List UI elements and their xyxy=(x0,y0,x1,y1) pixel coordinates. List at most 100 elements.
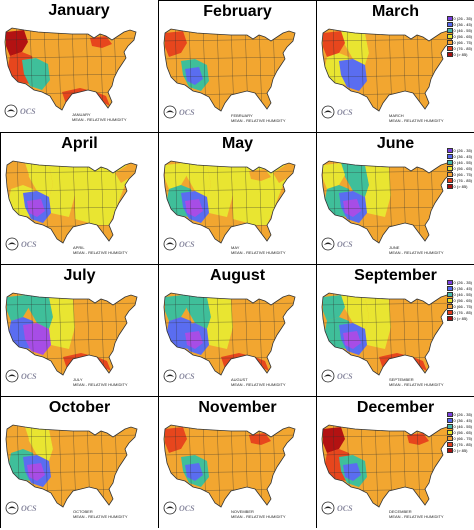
map-panel-november: November OCS NOVEMBER MEAN - RELATIVE HUMID… xyxy=(158,396,316,528)
humidity-zone-gulf xyxy=(379,221,427,239)
us-outline xyxy=(163,28,296,112)
humidity-zone-gulf xyxy=(379,353,427,371)
us-outline xyxy=(4,27,137,111)
state-line xyxy=(6,302,137,306)
legend-swatch xyxy=(446,147,453,153)
caption-month: MAY xyxy=(231,245,240,250)
map-caption: OCTOBER MEAN - RELATIVE HUMIDITY xyxy=(73,509,128,519)
humidity-zone-nw xyxy=(323,295,345,321)
humidity-zone-lakes xyxy=(90,36,112,48)
legend-entry: 0 (76 - 85) xyxy=(446,45,472,51)
legend-swatch xyxy=(446,51,453,57)
humidity-zone-ne xyxy=(273,427,295,447)
humidity-zone-nw xyxy=(7,163,29,189)
humidity-zone-sw2 xyxy=(185,463,203,481)
state-line xyxy=(164,188,295,192)
legend-swatch xyxy=(446,21,453,27)
map-caption: JUNE MEAN - RELATIVE HUMIDITY xyxy=(389,245,444,255)
map-caption: AUGUST MEAN - RELATIVE HUMIDITY xyxy=(231,377,286,387)
legend-entry: 0 (56 - 65) xyxy=(446,429,472,435)
humidity-zone-gulf xyxy=(63,221,111,239)
legend-label: 0 (36 - 45) xyxy=(453,153,472,159)
state-line xyxy=(216,161,221,243)
humidity-zone-ne xyxy=(115,163,137,183)
humidity-zone-sw2 xyxy=(185,199,203,217)
humidity-zone-nw xyxy=(165,427,187,453)
caption-label: MEAN - RELATIVE HUMIDITY xyxy=(231,514,286,519)
caption-label: MEAN - RELATIVE HUMIDITY xyxy=(231,382,286,387)
humidity-zone-plains xyxy=(49,297,75,349)
ocs-logo-text: OCS xyxy=(179,504,195,513)
legend-label: 0 (56 - 65) xyxy=(453,33,472,39)
legend-swatch xyxy=(446,39,453,45)
legend-entry: 0 (56 - 65) xyxy=(446,165,472,171)
map-caption: SEPTEMBER MEAN - RELATIVE HUMIDITY xyxy=(389,377,444,387)
caption-month: JULY xyxy=(73,377,83,382)
legend-entry: 0 (26 - 35) xyxy=(446,147,472,153)
ocs-logo-text: OCS xyxy=(21,504,37,513)
humidity-zone-sw2 xyxy=(343,463,361,481)
month-title: March xyxy=(371,3,420,20)
humidity-zone-gulf xyxy=(379,89,427,107)
humidity-legend: 0 (26 - 35) 0 (36 - 45) 0 (46 - 55) 0 (56 -… xyxy=(446,147,472,189)
legend-swatch xyxy=(446,159,453,165)
state-line xyxy=(57,28,62,110)
legend-swatch xyxy=(446,27,453,33)
map-caption: DECEMBER MEAN - RELATIVE HUMIDITY xyxy=(389,509,444,519)
legend-swatch xyxy=(446,429,453,435)
noaa-logo-icon xyxy=(321,369,335,383)
us-humidity-map xyxy=(321,424,454,508)
state-line xyxy=(374,293,379,375)
legend-label: 0 (> 85) xyxy=(453,183,468,189)
ocs-logo-text: OCS xyxy=(337,504,353,513)
legend-swatch xyxy=(446,153,453,159)
legend-label: 0 (26 - 35) xyxy=(453,411,472,417)
legend-swatch xyxy=(446,165,453,171)
us-outline xyxy=(321,424,454,508)
caption-month: NOVEMBER xyxy=(231,509,254,514)
legend-label: 0 (66 - 75) xyxy=(453,435,472,441)
humidity-zone-gulf xyxy=(221,221,269,239)
state-line xyxy=(216,293,221,375)
caption-label: MEAN - RELATIVE HUMIDITY xyxy=(73,514,128,519)
legend-swatch xyxy=(446,285,453,291)
legend-swatch xyxy=(446,423,453,429)
legend-label: 0 (76 - 85) xyxy=(453,309,472,315)
humidity-zone-lakes xyxy=(91,169,113,181)
state-line xyxy=(322,188,453,192)
legend-entry: 0 (26 - 35) xyxy=(446,15,472,21)
noaa-logo-icon xyxy=(5,501,19,515)
humidity-zone-plains xyxy=(365,429,391,481)
legend-label: 0 (36 - 45) xyxy=(453,285,472,291)
caption-label: MEAN - RELATIVE HUMIDITY xyxy=(73,382,128,387)
ocs-logo-text: OCS xyxy=(337,240,353,249)
caption-label: MEAN - RELATIVE HUMIDITY xyxy=(231,118,286,123)
map-panel-may: May OCS MAY MEAN - RELATIVE HUMIDITY xyxy=(158,132,316,264)
state-line xyxy=(258,425,263,507)
humidity-legend: 0 (26 - 35) 0 (36 - 45) 0 (46 - 55) 0 (56 -… xyxy=(446,411,472,453)
us-humidity-map xyxy=(163,424,296,508)
legend-label: 0 (46 - 55) xyxy=(453,27,472,33)
month-title: June xyxy=(376,135,415,152)
us-outline xyxy=(163,160,296,244)
caption-label: MEAN - RELATIVE HUMIDITY xyxy=(73,250,128,255)
humidity-zone-plains xyxy=(207,165,233,217)
legend-swatch xyxy=(446,441,453,447)
state-line xyxy=(5,37,136,41)
humidity-zone-sw2 xyxy=(343,67,361,85)
legend-label: 0 (76 - 85) xyxy=(453,177,472,183)
map-panel-july: July OCS JULY MEAN - RELATIVE HUMIDITY xyxy=(0,264,158,396)
legend-swatch xyxy=(446,177,453,183)
humidity-zone-plains xyxy=(365,165,391,217)
humidity-zone-nw xyxy=(165,31,187,57)
map-caption: NOVEMBER MEAN - RELATIVE HUMIDITY xyxy=(231,509,286,519)
legend-entry: 0 (56 - 65) xyxy=(446,297,472,303)
state-line xyxy=(416,293,421,375)
legend-entry: 0 (76 - 85) xyxy=(446,309,472,315)
legend-entry: 0 (46 - 55) xyxy=(446,423,472,429)
ocs-logo-text: OCS xyxy=(179,240,195,249)
ocs-logo-text: OCS xyxy=(337,372,353,381)
ocs-logo-text: OCS xyxy=(21,240,37,249)
state-line xyxy=(58,425,63,507)
us-humidity-map xyxy=(163,292,296,376)
